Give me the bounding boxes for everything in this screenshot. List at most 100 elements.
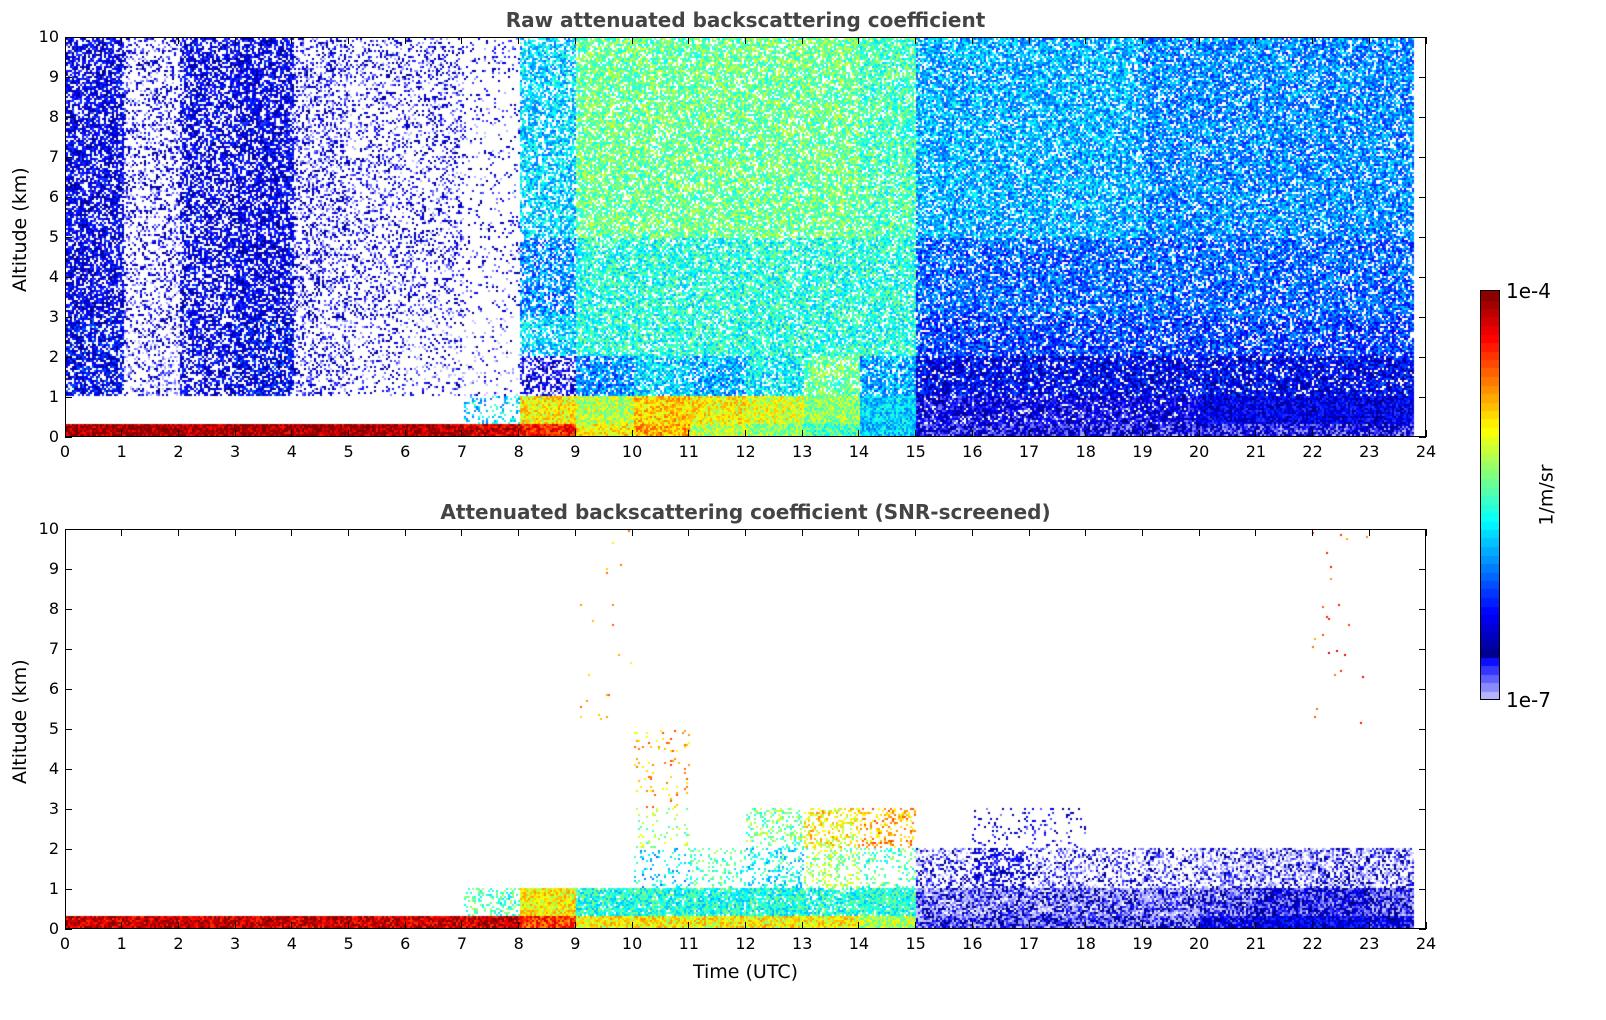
x-tick-mark	[348, 529, 350, 536]
x-tick-mark	[1425, 37, 1427, 44]
x-tick-mark	[745, 37, 746, 44]
x-tick-mark	[291, 37, 293, 44]
x-tick-mark	[1425, 430, 1427, 437]
x-tick-mark	[461, 922, 463, 929]
x-tick-mark	[1255, 37, 1257, 44]
y-tick-label: 5	[48, 719, 59, 738]
x-tick-mark	[915, 529, 917, 536]
x-tick-label: 16	[962, 934, 983, 953]
x-tick-mark	[1255, 430, 1257, 437]
x-tick-label: 14	[848, 442, 870, 461]
x-tick-mark	[574, 430, 576, 437]
x-tick-mark	[1085, 922, 1087, 929]
x-tick-mark	[177, 37, 179, 44]
x-tick-label: 24	[1415, 442, 1437, 461]
x-tick-mark	[234, 430, 236, 437]
x-tick-mark	[1425, 922, 1427, 929]
x-tick-label: 21	[1245, 442, 1267, 461]
y-tick-mark	[1419, 928, 1426, 930]
x-tick-mark	[1085, 529, 1087, 536]
x-tick-mark	[1368, 529, 1370, 536]
x-tick-mark	[1141, 37, 1143, 44]
x-tick-mark	[291, 922, 293, 929]
x-tick-label: 13	[792, 442, 813, 461]
x-tick-mark	[688, 37, 690, 44]
x-tick-label: 11	[678, 442, 699, 461]
x-tick-mark	[291, 430, 293, 437]
y-tick-label: 4	[48, 759, 59, 778]
x-tick-label: 3	[230, 442, 241, 461]
x-tick-mark	[177, 529, 179, 536]
x-tick-mark	[801, 430, 803, 437]
y-tick-mark	[65, 568, 72, 570]
colorbar-max-label: 1e-4	[1506, 279, 1551, 303]
x-tick-label: 4	[286, 934, 297, 953]
x-tick-label: 13	[792, 934, 813, 953]
x-tick-label: 10	[621, 934, 643, 953]
x-tick-label: 18	[1075, 934, 1096, 953]
x-tick-label: 17	[1018, 934, 1040, 953]
x-tick-label: 14	[848, 934, 870, 953]
y-tick-label: 8	[48, 599, 59, 618]
x-axis-label: Time (UTC)	[692, 961, 799, 983]
y-tick-mark	[65, 648, 72, 650]
x-tick-label: 8	[513, 442, 524, 461]
x-tick-mark	[64, 37, 66, 44]
x-tick-label: 2	[173, 934, 184, 953]
x-tick-label: 20	[1188, 934, 1210, 953]
x-tick-label: 24	[1415, 934, 1437, 953]
raw-backscatter-plot	[65, 37, 1426, 437]
y-tick-mark	[65, 316, 72, 318]
y-tick-mark	[65, 808, 72, 810]
x-tick-mark	[971, 529, 973, 536]
y-tick-mark	[1419, 768, 1426, 770]
x-tick-mark	[234, 922, 236, 929]
x-tick-mark	[745, 430, 746, 437]
x-tick-mark	[404, 430, 406, 437]
colorbar	[1480, 290, 1500, 700]
x-tick-label: 18	[1075, 442, 1096, 461]
x-tick-mark	[121, 922, 123, 929]
x-tick-mark	[858, 430, 860, 437]
y-tick-mark	[65, 356, 72, 358]
x-tick-mark	[858, 37, 860, 44]
x-tick-mark	[1028, 37, 1030, 44]
x-tick-mark	[915, 430, 917, 437]
x-tick-mark	[574, 529, 576, 536]
x-tick-label: 8	[513, 934, 524, 953]
x-tick-label: 7	[456, 934, 468, 953]
y-tick-mark	[65, 156, 72, 158]
y-tick-label: 5	[48, 227, 59, 246]
y-tick-mark	[1419, 728, 1426, 730]
x-tick-label: 20	[1188, 442, 1210, 461]
x-tick-mark	[1255, 922, 1257, 929]
x-tick-mark	[518, 529, 520, 536]
x-tick-mark	[64, 430, 66, 437]
top-plot-title: Raw attenuated backscattering coefficien…	[505, 8, 986, 32]
x-tick-mark	[688, 922, 690, 929]
x-tick-label: 6	[400, 934, 411, 953]
x-tick-mark	[1198, 922, 1200, 929]
y-tick-mark	[65, 928, 72, 930]
x-tick-mark	[631, 529, 633, 536]
x-tick-label: 1	[116, 934, 127, 953]
x-tick-mark	[574, 37, 576, 44]
x-tick-mark	[1368, 430, 1370, 437]
y-tick-label: 7	[48, 147, 59, 166]
colorbar-min-label: 1e-7	[1506, 688, 1551, 712]
colorbar-unit-label: 1/m/sr	[1535, 464, 1558, 526]
y-tick-mark	[1419, 688, 1426, 690]
x-tick-mark	[1312, 922, 1314, 929]
x-tick-label: 9	[570, 442, 581, 461]
x-tick-label: 2	[173, 442, 184, 461]
x-tick-mark	[1312, 430, 1314, 437]
x-tick-label: 19	[1132, 442, 1153, 461]
y-tick-mark	[1419, 528, 1426, 530]
y-tick-label: 9	[48, 559, 59, 578]
y-tick-mark	[65, 196, 72, 198]
y-tick-mark	[65, 276, 72, 278]
y-tick-label: 6	[48, 679, 59, 698]
x-tick-label: 6	[400, 442, 411, 461]
x-tick-mark	[461, 430, 463, 437]
x-tick-label: 4	[286, 442, 297, 461]
